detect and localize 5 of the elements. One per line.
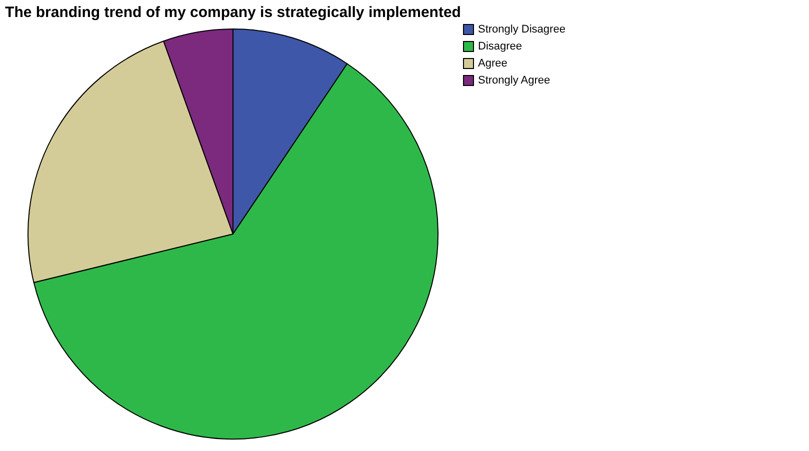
legend-label: Strongly Agree bbox=[478, 74, 550, 86]
chart-title: The branding trend of my company is strategically implemented bbox=[5, 4, 461, 21]
legend-label: Disagree bbox=[478, 40, 522, 52]
legend-label: Strongly Disagree bbox=[478, 24, 566, 36]
legend-label: Agree bbox=[478, 58, 508, 70]
